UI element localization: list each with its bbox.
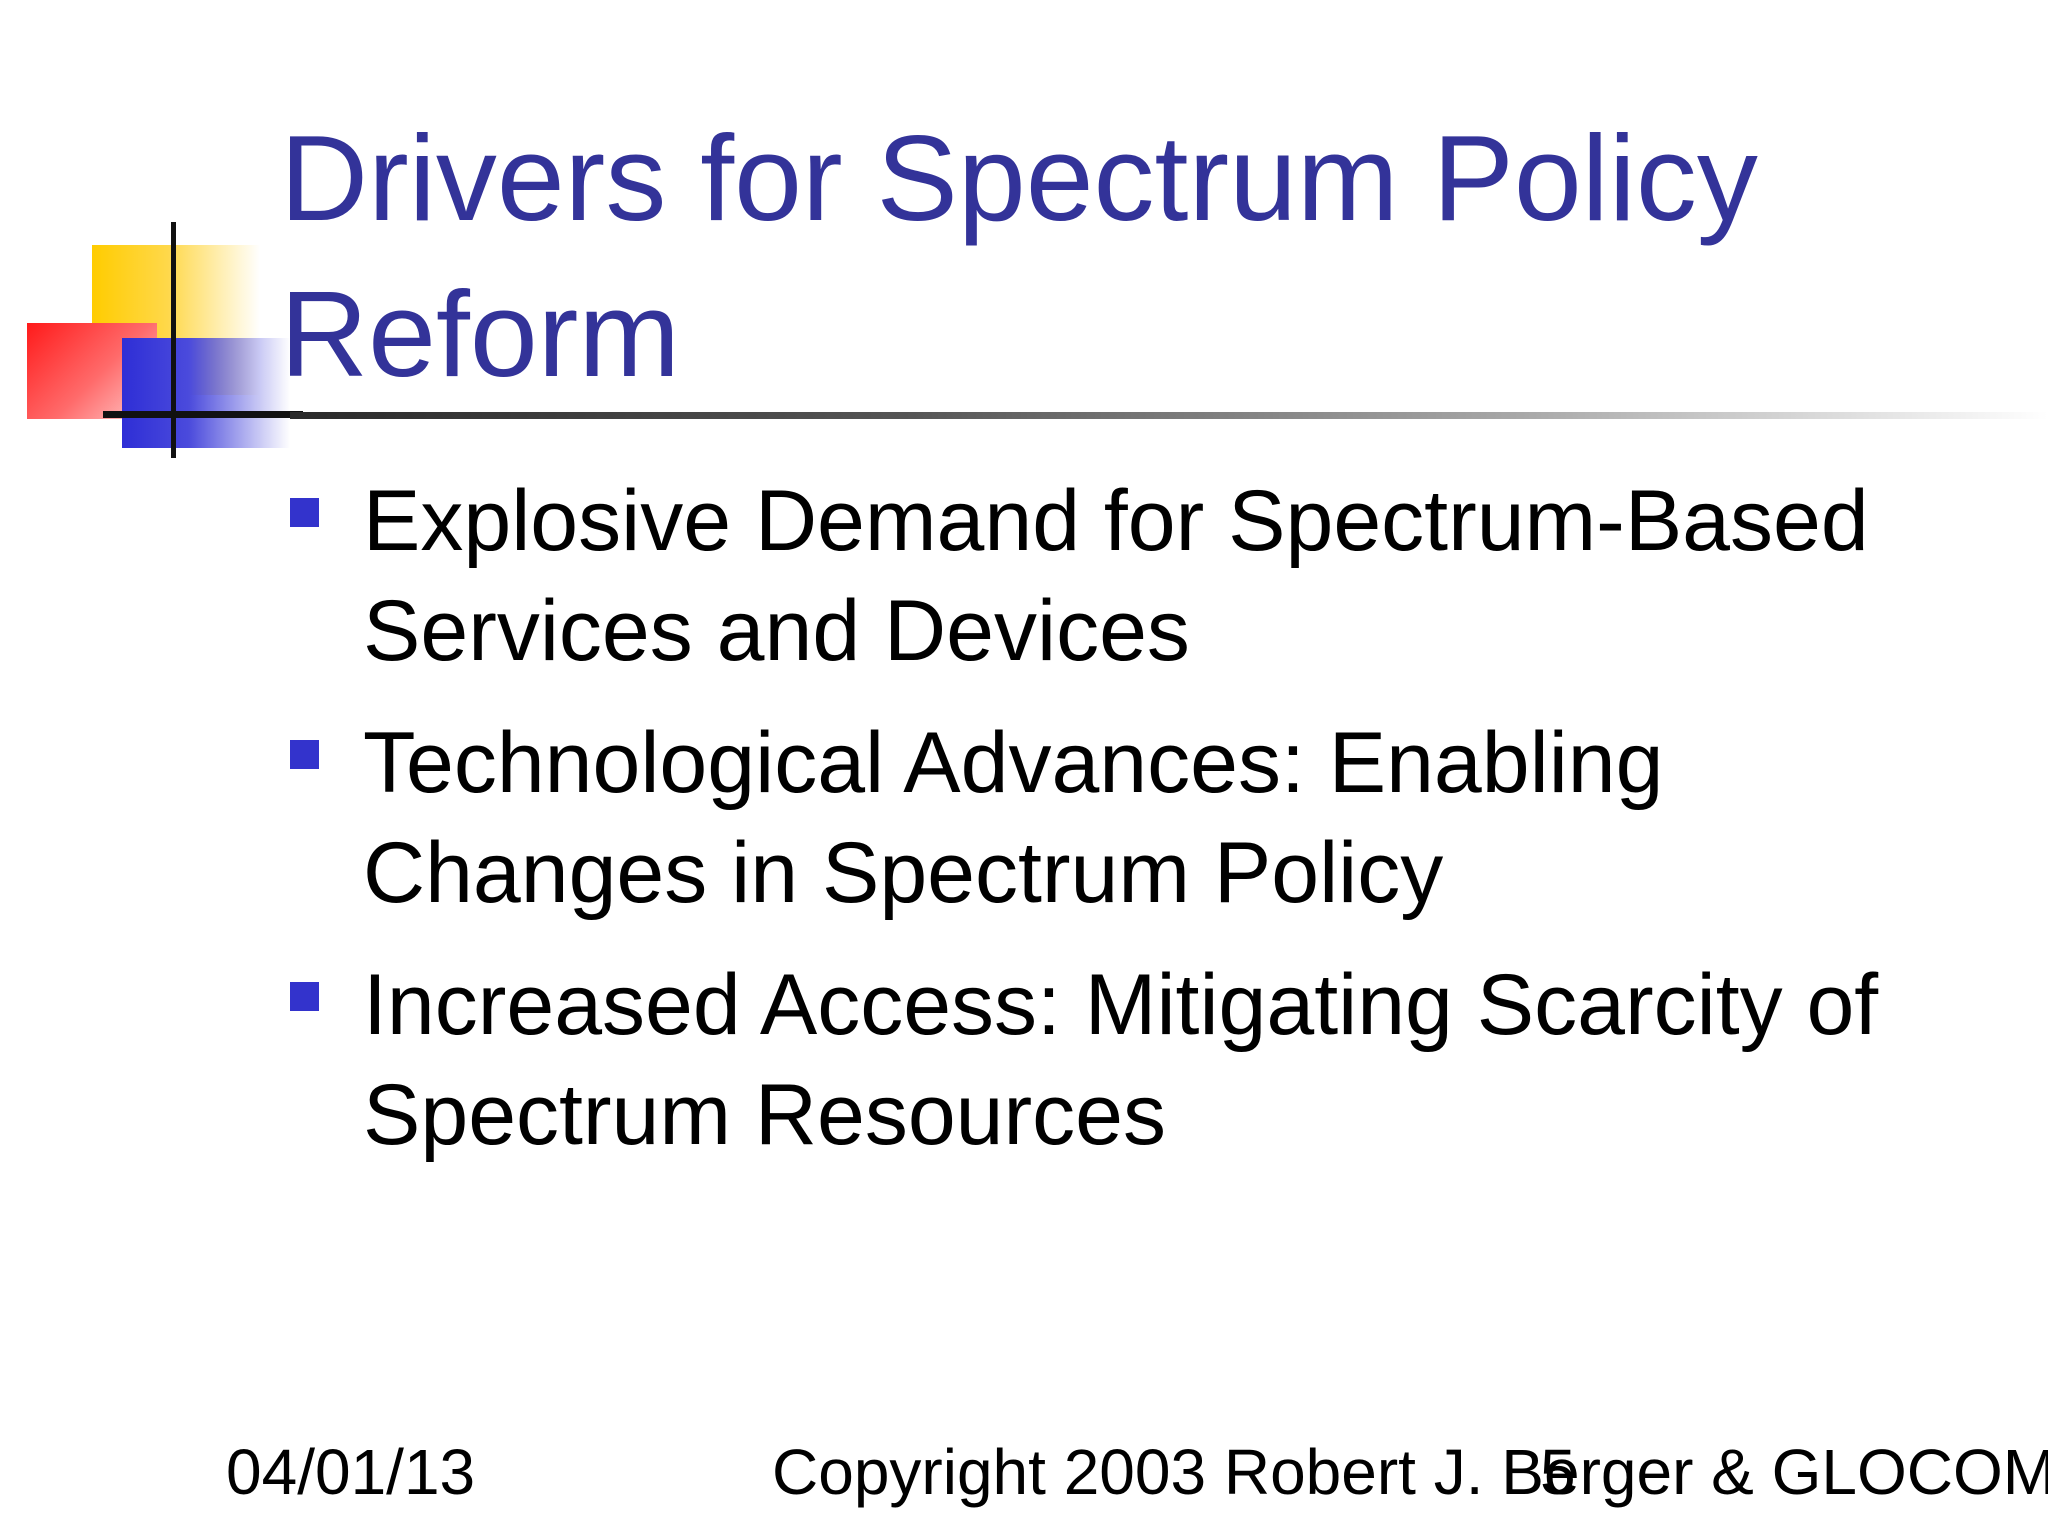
slide-title: Drivers for Spectrum Policy Reform bbox=[280, 110, 1758, 402]
square-bullet-icon bbox=[290, 982, 319, 1011]
bullet-text: Increased Access: Mitigating Scarcity of… bbox=[363, 957, 1879, 1163]
footer-date: 04/01/13 bbox=[226, 1436, 476, 1508]
footer-copyright: Copyright 2003 Robert J. Berger & GLOCOM bbox=[772, 1436, 2048, 1508]
bullet-item: Technological Advances: Enabling Changes… bbox=[288, 708, 2028, 928]
bullet-item: Increased Access: Mitigating Scarcity of… bbox=[288, 950, 2028, 1170]
slide-page-number: 5 bbox=[1540, 1436, 1576, 1508]
horizontal-line-decoration bbox=[103, 411, 303, 418]
vertical-line-decoration bbox=[171, 222, 176, 458]
bullet-item: Explosive Demand for Spectrum-Based Serv… bbox=[288, 466, 2028, 686]
title-underline-rule bbox=[290, 412, 2048, 419]
square-bullet-icon bbox=[290, 498, 319, 527]
decorative-logo-block bbox=[0, 0, 303, 470]
bullet-list: Explosive Demand for Spectrum-Based Serv… bbox=[288, 466, 2028, 1192]
square-bullet-icon bbox=[290, 740, 319, 769]
bullet-text: Explosive Demand for Spectrum-Based Serv… bbox=[363, 473, 1869, 679]
blue-square-decoration bbox=[122, 338, 290, 448]
bullet-text: Technological Advances: Enabling Changes… bbox=[363, 715, 1664, 921]
